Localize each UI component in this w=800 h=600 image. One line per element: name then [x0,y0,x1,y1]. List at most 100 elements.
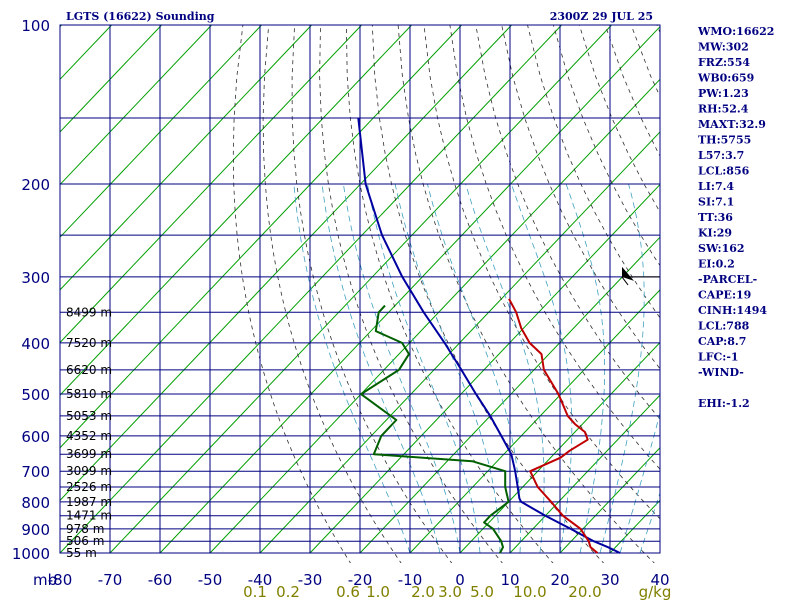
pressure-temperature-grid [59,24,661,554]
isotherm-line [109,25,612,554]
temperature-tick-label: -50 [198,571,223,589]
isotherm-line [409,289,660,554]
temperature-tick-label: 10 [500,571,519,589]
dry-adiabat-line [527,25,660,319]
temperature-tick-label: 30 [600,571,619,589]
mixing-ratio-label: g/kg [639,583,672,600]
stat-line: LCL:788 [698,320,750,333]
wind-barb-flag [622,266,634,281]
height-label: 5053 m [66,409,112,423]
sounding-stats-panel: WMO:16622 MW:302 FRZ:554 WB0:659 PW:1.23 RH:5… [697,25,774,410]
mixing-ratio-label: 1.0 [366,583,390,600]
isotherm-line [209,78,660,554]
isotherm-line [60,25,262,238]
mixing-ratio-label: 3.0 [438,583,462,600]
isotherm-line [60,25,462,449]
moist-adiabat-line [639,491,660,554]
height-label: 1471 m [66,509,112,523]
dry-adiabat-line [346,25,554,563]
temperature-tick-label: -60 [148,571,173,589]
isotherm-line [559,447,660,554]
stat-line: WMO:16622 [697,25,774,38]
stat-line: CAPE:19 [698,289,751,302]
stat-line: CINH:1494 [698,304,767,317]
stat-line: FRZ:554 [698,56,750,69]
dewpoint-profile-line [360,304,510,554]
mixing-ratio-labels: 0.1 0.2 0.6 1.0 2.0 3.0 5.0 10.0 20.0 g/kg [243,583,671,600]
mixing-ratio-label: 10.0 [513,583,546,600]
mixing-ratio-label: 0.6 [336,583,360,600]
height-label: 506 m [66,534,104,548]
stat-line: TT:36 [698,211,733,224]
pressure-tick-label: 500 [21,386,50,404]
height-label: 2526 m [66,480,112,494]
isotherm-line [509,394,660,554]
stat-line: LFC:-1 [698,351,739,364]
pressure-tick-label: 600 [21,428,50,446]
moist-adiabat-line [293,183,411,554]
mixing-ratio-label: 5.0 [470,583,494,600]
mixing-ratio-label: 20.0 [568,583,601,600]
height-label: 4352 m [66,429,112,443]
mixing-ratio-label: 2.0 [411,583,435,600]
moist-adiabat-line [394,183,501,554]
stat-line: SW:162 [698,242,745,255]
temperature-tick-label: -10 [398,571,423,589]
stat-line: EHI:-1.2 [698,397,750,410]
stat-line: LCL:856 [698,165,750,178]
wind-barb-tick [621,276,629,286]
temperature-profile-line [508,298,599,554]
moist-adiabat-line [565,183,606,554]
temperature-tick-label: 40 [650,571,669,589]
chart-title: LGTS (16622) Sounding [66,10,215,23]
pressure-axis-labels: 100 200 300 400 500 600 700 800 900 1000 [12,17,50,563]
stat-line: -WIND- [698,366,744,379]
temperature-tick-label: 0 [455,571,465,589]
temperature-tick-label: -40 [248,571,273,589]
stat-line: WB0:659 [697,72,754,85]
height-label: 6620 m [66,363,112,377]
isotherm-line [309,183,660,554]
height-label: 978 m [66,522,104,536]
stat-line: RH:52.4 [698,103,749,116]
stat-line: PW:1.23 [698,87,749,100]
temperature-tick-label: -30 [298,571,323,589]
height-label: 7520 m [66,336,112,350]
stat-line: L57:3.7 [698,149,744,162]
height-label: 5810 m [66,387,112,401]
dry-adiabat-line [232,25,351,563]
sounding-series [357,117,621,554]
isotherm-line [60,25,512,502]
pressure-tick-label: 300 [21,269,50,287]
stat-line: KI:29 [698,227,732,240]
stat-line: MAXT:32.9 [698,118,766,131]
parcel-profile-line [357,117,621,554]
isotherm-line [60,25,312,291]
isotherm-line [259,131,660,554]
y-axis-unit-label: mb [33,571,57,589]
pressure-tick-label: 200 [21,176,50,194]
valid-time: 2300Z 29 JUL 25 [550,10,653,23]
dry-adiabat-line [475,25,660,420]
moist-adiabat-line [511,183,573,554]
isotherm-line [60,25,412,396]
moist-adiabat-line [465,183,545,554]
pressure-tick-label: 900 [21,521,50,539]
moist-adiabat-line [427,183,521,554]
stat-line: EI:0.2 [698,258,735,271]
wind-barb [621,266,660,286]
pressure-tick-label: 100 [21,17,50,35]
isotherm-line [60,25,362,344]
stat-line: -PARCEL- [698,273,757,286]
isotherm-line [60,25,162,133]
stat-line: SI:7.1 [698,196,734,209]
temperature-axis-labels: -80 -70 -60 -50 -40 -30 -20 -10 0 10 20 30 40 [48,571,670,589]
stat-line: CAP:8.7 [698,335,746,348]
mixing-ratio-label: 0.1 [243,583,267,600]
temperature-tick-label: -70 [98,571,123,589]
temperature-tick-label: -80 [48,571,73,589]
dry-adiabat-line [291,25,453,563]
isotherm-line [159,25,660,554]
